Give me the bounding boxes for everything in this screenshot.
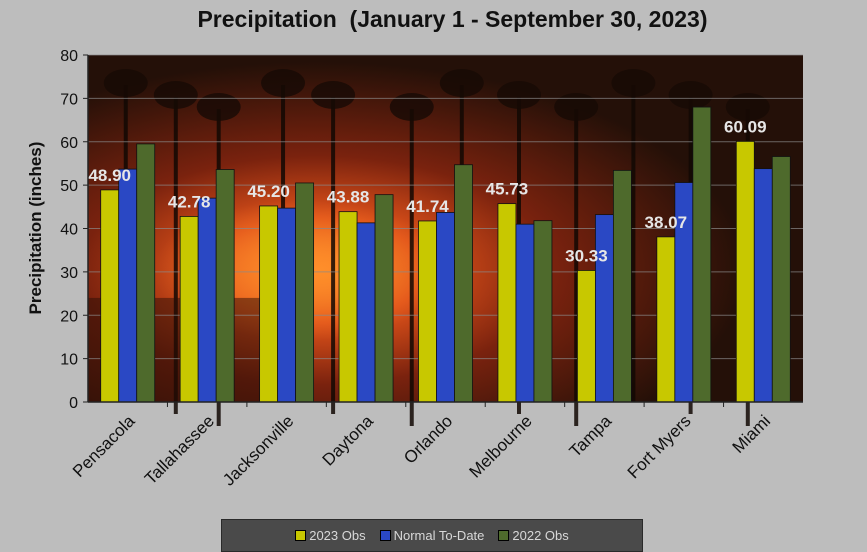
bar-2022-obs-tallahassee [215, 169, 235, 403]
x-tick-label: Miami [729, 411, 774, 456]
legend-swatch [498, 530, 510, 541]
bar-2023-obs-orlando [418, 220, 437, 403]
bar-normal-to-date-orlando [436, 212, 455, 403]
bar-2022-obs-pensacola [136, 143, 156, 403]
data-label: 48.90 [88, 166, 131, 185]
tree-crown [668, 81, 713, 109]
y-tick-label: 80 [60, 48, 78, 65]
bar-2023-obs-daytona [338, 211, 358, 403]
data-label: 45.73 [486, 180, 529, 199]
x-tick-label: Orlando [400, 411, 456, 467]
legend: 2023 Obs Normal To-Date 2022 Obs [221, 519, 643, 552]
bar-normal-to-date-daytona [356, 222, 376, 403]
bar-normal-to-date-tallahassee [197, 197, 217, 403]
y-tick-label: 50 [60, 178, 78, 195]
legend-swatch [379, 530, 391, 541]
bar-normal-to-date-miami [753, 168, 773, 403]
tree-crown [554, 93, 599, 121]
tree-crown [196, 93, 241, 121]
bar-2023-obs-jacksonville [259, 205, 279, 403]
x-tick-label: Daytona [319, 411, 378, 470]
tree-crown [725, 93, 770, 121]
x-tick-label: Jacksonville [219, 411, 297, 489]
bar-chart: 0 10 20 30 40 50 60 70 80 Pensacola Tallahassee Jac… [26, 48, 803, 490]
legend-item: 2023 Obs [295, 528, 366, 543]
chart-title: Precipitation (January 1 - September 30,… [197, 6, 708, 32]
tree-trunk [331, 97, 336, 414]
y-tick-label: 60 [60, 135, 78, 152]
legend-item: Normal To-Date [379, 528, 485, 543]
x-tick-label: Tallahassee [141, 411, 218, 488]
data-label: 41.74 [406, 197, 449, 216]
y-tick-label: 20 [60, 308, 78, 325]
bar-normal-to-date-tampa [594, 214, 614, 403]
y-axis-title: Precipitation (inches) [26, 142, 45, 315]
data-label: 42.78 [168, 192, 211, 211]
bar-normal-to-date-pensacola [118, 168, 138, 403]
bar-2022-obs-miami [771, 156, 791, 403]
y-tick-label: 10 [60, 352, 78, 369]
bar-2022-obs-orlando [454, 164, 473, 403]
tree-crown [389, 93, 434, 121]
bar-2023-obs-melbourne [497, 203, 517, 403]
bars [100, 106, 791, 403]
bar-2022-obs-melbourne [533, 220, 553, 403]
bar-normal-to-date-melbourne [515, 223, 535, 403]
bar-2023-obs-tallahassee [179, 216, 199, 403]
data-label: 38.07 [645, 213, 688, 232]
legend-label: 2023 Obs [309, 528, 366, 543]
bar-2023-obs-tampa [576, 270, 596, 403]
bar-2022-obs-tampa [612, 169, 632, 403]
bar-2023-obs-miami [735, 140, 755, 403]
legend-label: Normal To-Date [393, 528, 485, 543]
tree-crown [497, 81, 541, 109]
data-label: 45.20 [247, 182, 290, 201]
data-label: 30.33 [565, 246, 608, 265]
tree-crown [103, 69, 148, 97]
y-tick-label: 30 [60, 265, 78, 282]
x-tick-label: Tampa [566, 411, 616, 461]
x-tick-label: Pensacola [69, 411, 139, 481]
y-tick-label: 40 [60, 222, 78, 239]
data-label: 60.09 [724, 117, 767, 136]
x-tick-label: Melbourne [466, 411, 536, 481]
tree-crown [153, 81, 198, 109]
tree-crown [439, 69, 484, 97]
y-tick-label: 70 [60, 91, 78, 108]
x-tick-label: Fort Myers [624, 411, 695, 482]
bar-2022-obs-daytona [374, 194, 394, 403]
tree-crown [261, 69, 306, 97]
tree-trunk [631, 85, 636, 402]
bar-2022-obs-fort-myers [692, 106, 712, 403]
bar-2022-obs-jacksonville [295, 182, 315, 403]
data-labels: 48.90 42.78 45.20 43.88 41.74 45.73 30.33 38.07… [88, 117, 766, 265]
legend-label: 2022 Obs [512, 528, 569, 543]
tree-trunk [409, 109, 414, 426]
tree-trunk [574, 109, 579, 426]
bar-2023-obs-fort-myers [656, 236, 676, 403]
tree-crown [311, 81, 356, 109]
bar-2023-obs-pensacola [100, 189, 120, 403]
tree-crown [611, 69, 656, 97]
legend-item: 2022 Obs [498, 528, 569, 543]
bar-normal-to-date-jacksonville [277, 207, 297, 403]
y-tick-label: 0 [69, 395, 78, 412]
legend-swatch [295, 530, 307, 541]
data-label: 43.88 [327, 188, 370, 207]
tree-trunk [173, 97, 178, 414]
